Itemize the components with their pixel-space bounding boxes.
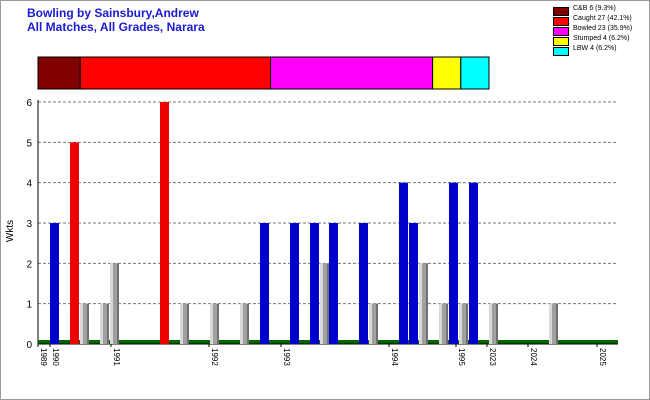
bar-blue (290, 223, 299, 344)
bar-gray (320, 263, 329, 344)
legend-swatch-stumped (553, 37, 569, 46)
bar-blue (449, 182, 458, 344)
bar-blue (329, 223, 338, 344)
bar-blue (359, 223, 368, 344)
x-tick-label: 1995 (457, 348, 466, 366)
bar-gray-highlight (320, 263, 323, 344)
legend-label-stumped: Stumped 4 (6.2%) (573, 35, 630, 42)
bar-gray (459, 303, 468, 344)
y-tick-label: 6 (26, 98, 32, 109)
bar-gray-highlight (439, 303, 442, 344)
bar-gray-highlight (110, 263, 113, 344)
bar-gray (240, 303, 249, 344)
bar-gray-shade (466, 303, 468, 344)
bar-gray-highlight (489, 303, 492, 344)
stacked-segment-cb (37, 56, 81, 90)
legend-label-cb: C&B 6 (9.3%) (573, 5, 616, 12)
bar-gray (549, 303, 558, 344)
bar-blue (409, 223, 418, 344)
bar-gray-highlight (240, 303, 243, 344)
y-tick-label: 2 (26, 259, 32, 270)
bar-gray-shade (556, 303, 558, 344)
chart-title: Bowling by Sainsbury,Andrew (27, 6, 199, 20)
bar-red (160, 102, 169, 344)
stacked-segment-lbw (460, 56, 490, 90)
x-tick-label: 2024 (529, 348, 538, 366)
bar-blue (50, 223, 59, 344)
bar-gray-shade (107, 303, 109, 344)
legend-swatch-cb (553, 7, 569, 16)
bar-blue (310, 223, 319, 344)
legend-swatch-lbw (553, 47, 569, 56)
bar-gray-shade (446, 303, 448, 344)
bar-blue (399, 182, 408, 344)
bar-gray-highlight (419, 263, 422, 344)
bar-gray (80, 303, 89, 344)
chart-subtitle: All Matches, All Grades, Narara (27, 20, 205, 34)
bar-gray-shade (117, 263, 119, 344)
bar-gray-highlight (459, 303, 462, 344)
y-tick-label: 3 (26, 219, 32, 230)
bar-gray-highlight (549, 303, 552, 344)
y-tick-label: 0 (26, 340, 32, 351)
y-tick-label: 4 (26, 179, 32, 190)
x-tick-label: 1991 (112, 348, 121, 366)
x-tick-label: 2023 (488, 348, 497, 366)
bar-gray-highlight (80, 303, 83, 344)
bar-gray-shade (247, 303, 249, 344)
bar-gray-highlight (369, 303, 372, 344)
bar-gray (110, 263, 119, 344)
y-tick-label: 1 (26, 300, 32, 311)
stacked-segment-bowled (270, 56, 434, 90)
y-axis-label: Wkts (5, 220, 16, 242)
bar-gray (369, 303, 378, 344)
bar-gray-shade (217, 303, 219, 344)
bar-gray-highlight (100, 303, 103, 344)
stacked-segment-caught (79, 56, 272, 90)
legend-swatch-bowled (553, 27, 569, 36)
bar-gray-shade (426, 263, 428, 344)
bar-gray-shade (87, 303, 89, 344)
y-tick-label: 5 (26, 138, 32, 149)
x-tick-label: 1990 (51, 348, 60, 366)
bar-gray (210, 303, 219, 344)
bar-gray (489, 303, 498, 344)
x-tick-label: 1992 (210, 348, 219, 366)
x-tick-label: 1993 (282, 348, 291, 366)
x-tick-label: 1994 (390, 348, 399, 366)
legend-label-caught: Caught 27 (42.1%) (573, 15, 632, 22)
bar-gray (439, 303, 448, 344)
legend-swatch-caught (553, 17, 569, 26)
bar-gray (100, 303, 109, 344)
bar-gray-highlight (180, 303, 183, 344)
legend-label-bowled: Bowled 23 (35.9%) (573, 25, 633, 32)
x-tick-label: 1989 (39, 348, 48, 366)
stacked-segment-stumped (432, 56, 462, 90)
bar-blue (469, 182, 478, 344)
bar-gray-highlight (210, 303, 213, 344)
bar-gray-shade (376, 303, 378, 344)
bar-gray (180, 303, 189, 344)
bar-gray-shade (327, 263, 329, 344)
legend-label-lbw: LBW 4 (6.2%) (573, 45, 617, 52)
bar-gray-shade (496, 303, 498, 344)
bar-gray-shade (187, 303, 189, 344)
bar-red (70, 142, 79, 344)
x-tick-label: 2025 (598, 348, 607, 366)
bar-blue (260, 223, 269, 344)
bar-gray (419, 263, 428, 344)
